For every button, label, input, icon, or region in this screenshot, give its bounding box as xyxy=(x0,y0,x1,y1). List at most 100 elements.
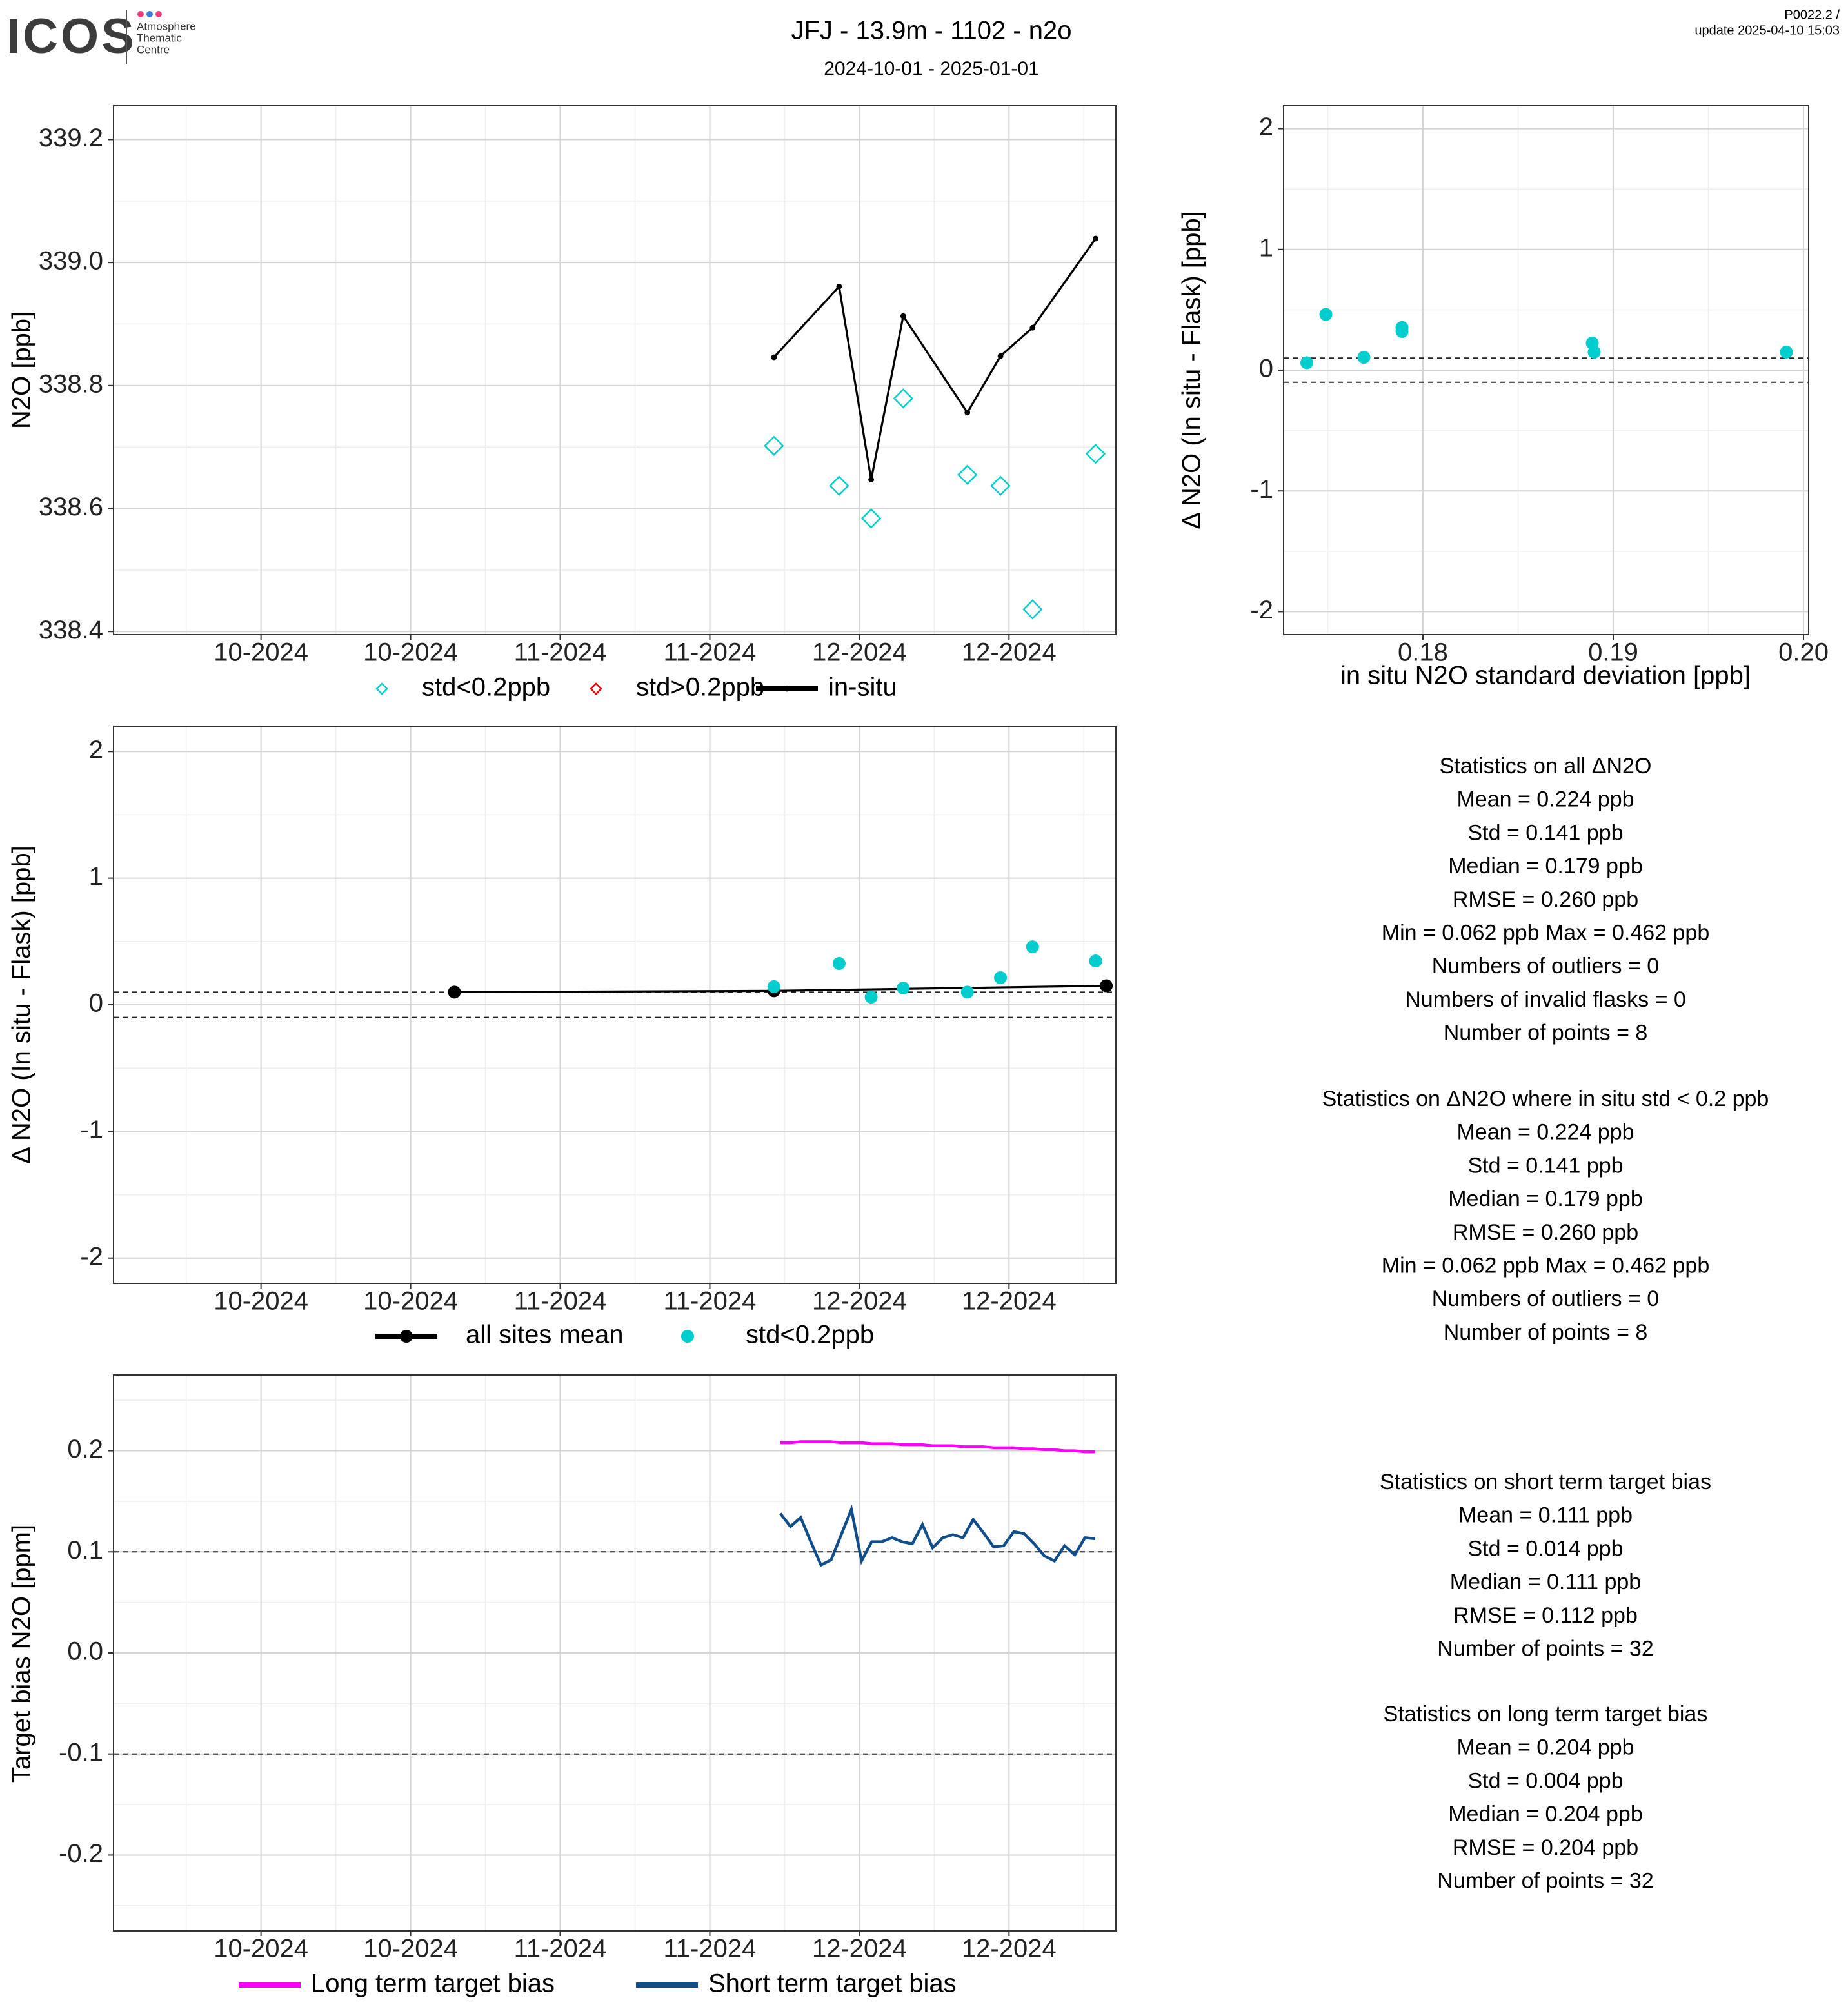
point xyxy=(764,435,784,456)
y-tick-label: -0.2 xyxy=(59,1839,103,1868)
y-tick-label: 0 xyxy=(89,989,103,1018)
point xyxy=(1026,940,1039,954)
x-tick-label: 12-2024 xyxy=(962,638,1057,667)
series-line xyxy=(780,1440,1095,1454)
series-line xyxy=(773,238,1097,480)
y-tick-label: -2 xyxy=(1250,596,1273,624)
legend-key xyxy=(375,682,388,695)
y-tick-label: 2 xyxy=(89,736,103,764)
x-tick-label: 10-2024 xyxy=(363,638,458,667)
point xyxy=(1780,345,1793,359)
y-tick-label: 1 xyxy=(89,862,103,891)
point xyxy=(1022,599,1043,620)
x-tick-label: 11-2024 xyxy=(664,638,757,667)
logo: ICOS xyxy=(6,9,137,64)
legend-key xyxy=(590,682,602,695)
legend-label: std<0.2ppb xyxy=(746,1321,874,1349)
y-tick-label: 0.2 xyxy=(67,1435,103,1463)
x-tick-label: 12-2024 xyxy=(812,1287,907,1316)
stats-line: Mean = 0.224 ppb xyxy=(1456,1120,1634,1145)
point xyxy=(868,477,875,483)
legend-label: Short term target bias xyxy=(708,1970,957,1998)
stats-line: Numbers of outliers = 0 xyxy=(1432,954,1659,978)
version: P0022.2 / xyxy=(1784,8,1840,22)
stats-line: Mean = 0.224 ppb xyxy=(1456,787,1634,812)
stats-line: Mean = 0.204 ppb xyxy=(1456,1735,1634,1760)
point xyxy=(767,980,780,993)
stats-line: RMSE = 0.112 ppb xyxy=(1453,1603,1638,1628)
stats-line: Number of points = 8 xyxy=(1444,1021,1648,1045)
plot-border xyxy=(113,1374,1117,1932)
y-tick-label: 338.6 xyxy=(39,493,103,521)
point xyxy=(1395,324,1409,338)
y-tick-label: 338.4 xyxy=(39,616,103,644)
point xyxy=(1089,954,1102,968)
x-tick-label: 11-2024 xyxy=(514,638,607,667)
stats-line: Std = 0.141 ppb xyxy=(1467,1153,1623,1178)
x-tick-label: 10-2024 xyxy=(214,1935,308,1963)
point xyxy=(893,388,914,409)
y-tick-label: 0.1 xyxy=(67,1536,103,1565)
point xyxy=(897,982,910,995)
logo-dot xyxy=(146,11,153,17)
stats-line: Number of points = 8 xyxy=(1444,1320,1648,1345)
y-tick-label: 0 xyxy=(1259,355,1273,383)
point xyxy=(832,956,846,970)
plot-border xyxy=(1283,105,1809,635)
stats-line: Statistics on all ΔN2O xyxy=(1440,754,1652,778)
stats-line: Std = 0.004 ppb xyxy=(1467,1768,1623,1793)
stats-line: Median = 0.204 ppb xyxy=(1448,1802,1643,1826)
plot-area xyxy=(114,106,1116,635)
legend-label: all sites mean xyxy=(466,1321,624,1349)
y-tick-label: 339.0 xyxy=(39,247,103,275)
stats-line: RMSE = 0.204 ppb xyxy=(1453,1835,1638,1860)
point xyxy=(1085,443,1106,464)
x-tick-label: 0.19 xyxy=(1588,638,1638,667)
point xyxy=(771,354,777,361)
y-tick-label: -0.1 xyxy=(59,1738,103,1766)
point xyxy=(1100,979,1113,993)
stats-line: Number of points = 32 xyxy=(1437,1636,1653,1661)
stats-line: Statistics on long term target bias xyxy=(1384,1702,1708,1726)
legend-label: in-situ xyxy=(828,673,897,702)
stats-line: Numbers of outliers = 0 xyxy=(1432,1287,1659,1311)
series-line xyxy=(779,1504,1095,1567)
point xyxy=(836,283,842,290)
stats-line: Std = 0.014 ppb xyxy=(1467,1536,1623,1561)
point xyxy=(1029,324,1036,331)
y-tick-label: 1 xyxy=(1259,233,1273,262)
y-axis-label: N2O [ppb] xyxy=(8,311,36,429)
subtitle: 2024-10-01 - 2025-01-01 xyxy=(824,58,1039,79)
point xyxy=(829,475,849,496)
y-tick-label: -2 xyxy=(80,1242,103,1270)
title: JFJ - 13.9m - 1102 - n2o xyxy=(791,17,1072,45)
stats-line: Min = 0.062 ppb Max = 0.462 ppb xyxy=(1382,1253,1709,1278)
stats-line: RMSE = 0.260 ppb xyxy=(1453,887,1638,912)
point xyxy=(997,353,1004,359)
point xyxy=(994,971,1008,984)
point xyxy=(964,410,971,416)
point xyxy=(860,508,882,529)
y-tick-label: -1 xyxy=(1250,475,1273,504)
point xyxy=(960,985,974,999)
y-axis-label: Δ N2O (In situ - Flask) [ppb] xyxy=(1178,211,1206,529)
legend-key xyxy=(400,1330,413,1343)
x-tick-label: 11-2024 xyxy=(664,1287,757,1316)
x-tick-label: 12-2024 xyxy=(812,1935,907,1963)
legend-key xyxy=(784,686,790,692)
logo-text: Thematic xyxy=(137,32,182,44)
x-tick-label: 12-2024 xyxy=(812,638,907,667)
point xyxy=(1587,345,1601,359)
y-tick-label: 0.0 xyxy=(67,1637,103,1666)
legend-label: Long term target bias xyxy=(311,1970,555,1998)
point xyxy=(1093,235,1098,242)
stats-line: Statistics on ΔN2O where in situ std < 0… xyxy=(1322,1087,1769,1111)
y-tick-label: 2 xyxy=(1259,113,1273,141)
y-tick-label: -1 xyxy=(80,1116,103,1144)
update: update 2025-04-10 15:03 xyxy=(1694,23,1840,37)
point xyxy=(957,464,978,485)
stats-line: Numbers of invalid flasks = 0 xyxy=(1405,987,1686,1012)
stats-line: RMSE = 0.260 ppb xyxy=(1453,1220,1638,1245)
